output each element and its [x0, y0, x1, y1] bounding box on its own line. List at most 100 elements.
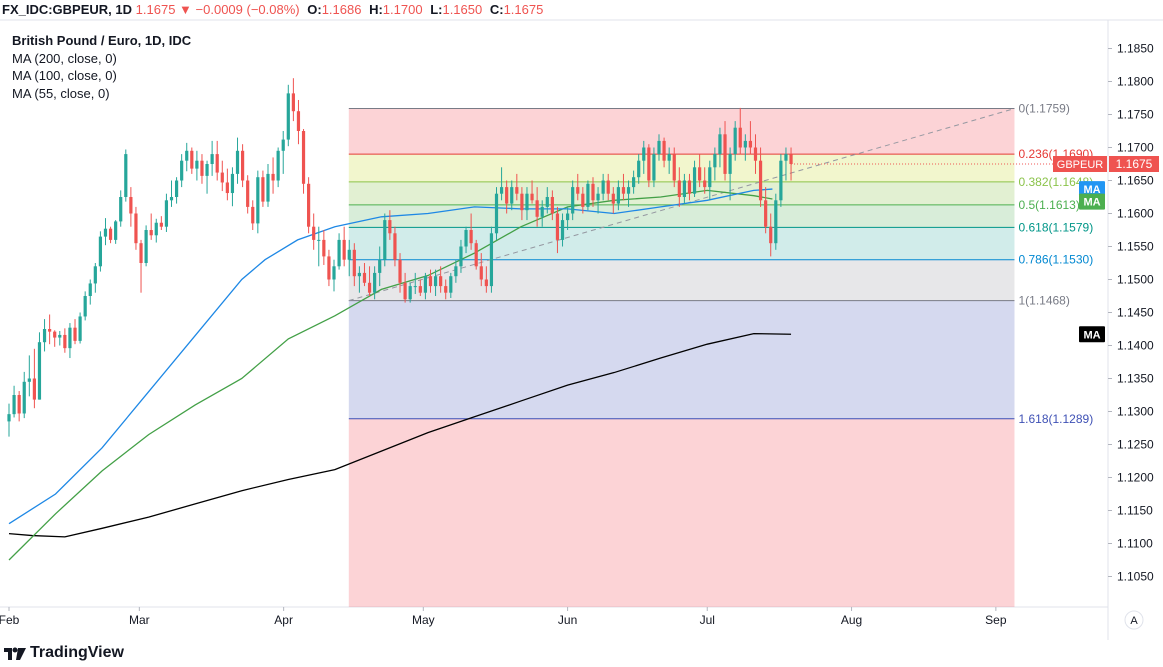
candle-body	[32, 378, 36, 400]
ma-tag-label: MA	[1083, 184, 1100, 196]
candle-body	[753, 147, 758, 161]
candle-body	[677, 180, 681, 197]
candle-body	[576, 187, 580, 194]
candle-body	[256, 177, 260, 224]
y-tick-label: 1.1600	[1117, 207, 1154, 221]
candle-body	[327, 256, 331, 280]
ma200-legend[interactable]: MA (200, close, 0)	[12, 50, 117, 66]
x-tick-label: Sep	[985, 613, 1007, 627]
y-tick-label: 1.1150	[1117, 504, 1153, 518]
candle-body	[12, 395, 16, 415]
candle-body	[789, 154, 793, 164]
x-tick-label: Aug	[841, 613, 862, 627]
candle-body	[108, 228, 113, 240]
candle-body	[93, 266, 97, 284]
candle-body	[154, 222, 158, 236]
tradingview-logo-icon	[4, 647, 26, 660]
candle-body	[449, 276, 453, 293]
candle-body	[180, 160, 184, 181]
brand-name: TradingView	[30, 644, 124, 661]
candle-body	[560, 220, 565, 240]
low-label: L:	[430, 2, 443, 17]
candle-body	[174, 180, 179, 197]
candle-body	[743, 140, 747, 148]
auto-scale-icon: A	[1130, 615, 1138, 627]
candle-body	[708, 167, 712, 188]
candle-body	[42, 329, 47, 343]
candle-body	[210, 154, 214, 164]
candle-body	[240, 150, 245, 181]
y-tick-label: 1.1250	[1117, 438, 1154, 452]
candle-body	[301, 131, 306, 184]
candle-body	[616, 187, 620, 204]
candle-body	[317, 239, 321, 241]
indicator-legend: British Pound / Euro, 1D, IDC MA (200, c…	[12, 32, 191, 102]
candle-body	[703, 180, 707, 188]
candle-body	[378, 259, 382, 273]
y-tick-label: 1.1050	[1117, 570, 1154, 584]
ma100-line	[8, 189, 773, 561]
candle-body	[464, 230, 468, 247]
candle-body	[63, 334, 67, 349]
price-change: ▼ −0.0009 (−0.08%)	[179, 2, 300, 17]
ma200-line	[8, 332, 792, 538]
candle-body	[164, 200, 169, 227]
x-tick-label: Feb	[0, 613, 20, 627]
y-tick-label: 1.1100	[1117, 537, 1153, 551]
symbol-label: FX_IDC:GBPEUR, 1D	[2, 2, 133, 17]
candle-body	[748, 140, 753, 148]
candle-body	[444, 286, 448, 293]
candle-body	[459, 246, 463, 267]
fib-level-label: 0.618(1.1579)	[1018, 220, 1093, 234]
symbol-tag-label: GBPEUR	[1057, 159, 1104, 171]
ma100-legend[interactable]: MA (100, close, 0)	[12, 68, 117, 83]
candle-body	[687, 180, 692, 194]
candle-body	[129, 197, 133, 214]
candle-body	[332, 266, 336, 280]
ma-tag-label: MA	[1083, 197, 1100, 209]
auto-scale-button[interactable]	[1124, 610, 1144, 630]
candle-body	[215, 154, 219, 173]
candle-body	[586, 183, 590, 207]
candle-body	[322, 239, 326, 257]
candle-body	[276, 150, 280, 181]
candle-body	[367, 282, 372, 293]
candle-body	[230, 173, 235, 194]
candle-body	[667, 154, 671, 161]
candle-body	[352, 249, 356, 277]
candle-body	[657, 140, 661, 155]
fib-level-label: 0(1.1759)	[1018, 102, 1069, 116]
candle-body	[555, 213, 560, 240]
fib-level-label: 0.5(1.1613)	[1018, 198, 1079, 212]
fib-zone-4	[348, 227, 1015, 260]
candle-body	[114, 221, 118, 240]
candle-body	[190, 150, 194, 169]
ma55-legend[interactable]: MA (55, close, 0)	[12, 85, 110, 101]
tradingview-logo: TradingView	[4, 644, 124, 662]
high-label: H:	[369, 2, 383, 17]
y-tick-label: 1.1200	[1117, 471, 1154, 485]
ma-tag-0	[1079, 181, 1105, 198]
candle-body	[124, 154, 128, 197]
candle-body	[235, 150, 240, 174]
candle-body	[58, 334, 62, 338]
candle-body	[682, 180, 686, 197]
candle-body	[251, 206, 255, 224]
fib-zone-2	[348, 181, 1015, 205]
candle-body	[281, 139, 285, 151]
candle-body	[733, 127, 737, 155]
price-chart[interactable]: 0(1.1759)0.236(1.1690)0.382(1.1648)0.5(1…	[0, 0, 1163, 640]
candle-body	[606, 180, 610, 194]
close-label: C:	[489, 2, 504, 17]
candle-body	[439, 276, 443, 287]
y-tick-label: 1.1700	[1117, 141, 1154, 155]
candle-body	[647, 147, 651, 181]
candle-body	[144, 230, 148, 263]
candle-body	[169, 197, 174, 201]
candle-body	[98, 236, 103, 267]
y-tick-label: 1.1400	[1117, 339, 1154, 353]
candle-body	[515, 187, 519, 194]
candle-body	[205, 164, 209, 176]
fib-zone-1	[348, 154, 1015, 182]
instrument-title[interactable]: British Pound / Euro, 1D, IDC	[12, 33, 192, 48]
